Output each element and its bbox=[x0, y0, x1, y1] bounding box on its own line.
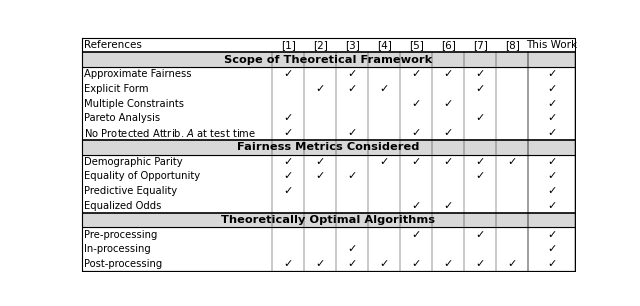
Text: ✓: ✓ bbox=[348, 244, 357, 254]
Text: ✓: ✓ bbox=[547, 84, 556, 94]
Text: ✓: ✓ bbox=[476, 113, 485, 123]
Text: Equality of Opportunity: Equality of Opportunity bbox=[84, 171, 200, 181]
Text: Theoretically Optimal Algorithms: Theoretically Optimal Algorithms bbox=[221, 215, 435, 225]
Text: ✓: ✓ bbox=[316, 84, 325, 94]
Text: This Work: This Work bbox=[526, 40, 577, 50]
Text: ✓: ✓ bbox=[412, 99, 421, 109]
Text: [8]: [8] bbox=[505, 40, 520, 50]
Text: ✓: ✓ bbox=[547, 171, 556, 181]
Text: In-processing: In-processing bbox=[84, 244, 151, 254]
Text: Pareto Analysis: Pareto Analysis bbox=[84, 113, 161, 123]
Text: Pre-processing: Pre-processing bbox=[84, 230, 158, 240]
Text: Multiple Constraints: Multiple Constraints bbox=[84, 99, 184, 109]
Text: Post-processing: Post-processing bbox=[84, 259, 163, 269]
Text: [4]: [4] bbox=[377, 40, 392, 50]
Text: Demographic Parity: Demographic Parity bbox=[84, 157, 183, 167]
Text: ✓: ✓ bbox=[444, 259, 453, 269]
Text: ✓: ✓ bbox=[547, 230, 556, 240]
Bar bbox=[83, 52, 575, 67]
Text: ✓: ✓ bbox=[348, 259, 357, 269]
Text: [3]: [3] bbox=[345, 40, 360, 50]
Text: ✓: ✓ bbox=[508, 259, 517, 269]
Text: ✓: ✓ bbox=[412, 157, 421, 167]
Text: ✓: ✓ bbox=[547, 186, 556, 196]
Text: ✓: ✓ bbox=[547, 259, 556, 269]
Text: [2]: [2] bbox=[313, 40, 328, 50]
Text: Fairness Metrics Considered: Fairness Metrics Considered bbox=[237, 142, 419, 152]
Text: Predictive Equality: Predictive Equality bbox=[84, 186, 177, 196]
Text: ✓: ✓ bbox=[316, 171, 325, 181]
Text: ✓: ✓ bbox=[547, 157, 556, 167]
Text: ✓: ✓ bbox=[547, 244, 556, 254]
Text: ✓: ✓ bbox=[284, 259, 292, 269]
Text: ✓: ✓ bbox=[444, 69, 453, 79]
Bar bbox=[83, 140, 575, 155]
Text: Explicit Form: Explicit Form bbox=[84, 84, 149, 94]
Text: ✓: ✓ bbox=[380, 259, 389, 269]
Text: ✓: ✓ bbox=[547, 69, 556, 79]
Text: Approximate Fairness: Approximate Fairness bbox=[84, 69, 192, 79]
Text: ✓: ✓ bbox=[547, 99, 556, 109]
Text: ✓: ✓ bbox=[284, 171, 292, 181]
Text: ✓: ✓ bbox=[284, 186, 292, 196]
Text: ✓: ✓ bbox=[476, 84, 485, 94]
Text: ✓: ✓ bbox=[316, 157, 325, 167]
Text: ✓: ✓ bbox=[444, 99, 453, 109]
Text: ✓: ✓ bbox=[547, 200, 556, 211]
Text: ✓: ✓ bbox=[476, 230, 485, 240]
Text: ✓: ✓ bbox=[476, 171, 485, 181]
Text: ✓: ✓ bbox=[508, 157, 517, 167]
Text: References: References bbox=[84, 40, 142, 50]
Text: [7]: [7] bbox=[473, 40, 488, 50]
Text: ✓: ✓ bbox=[476, 157, 485, 167]
Text: ✓: ✓ bbox=[284, 157, 292, 167]
Text: ✓: ✓ bbox=[547, 128, 556, 138]
Text: ✓: ✓ bbox=[348, 84, 357, 94]
Text: ✓: ✓ bbox=[444, 157, 453, 167]
Text: [5]: [5] bbox=[409, 40, 424, 50]
Text: [1]: [1] bbox=[281, 40, 296, 50]
Text: ✓: ✓ bbox=[380, 84, 389, 94]
Text: ✓: ✓ bbox=[476, 69, 485, 79]
Text: No Protected Attrib. $A$ at test time: No Protected Attrib. $A$ at test time bbox=[84, 127, 257, 139]
Text: ✓: ✓ bbox=[444, 200, 453, 211]
Text: ✓: ✓ bbox=[412, 200, 421, 211]
Text: ✓: ✓ bbox=[476, 259, 485, 269]
Text: ✓: ✓ bbox=[284, 113, 292, 123]
Text: ✓: ✓ bbox=[380, 157, 389, 167]
Text: ✓: ✓ bbox=[547, 113, 556, 123]
Text: ✓: ✓ bbox=[284, 69, 292, 79]
Text: ✓: ✓ bbox=[284, 128, 292, 138]
Text: ✓: ✓ bbox=[348, 171, 357, 181]
Text: [6]: [6] bbox=[441, 40, 456, 50]
Text: Equalized Odds: Equalized Odds bbox=[84, 200, 162, 211]
Text: ✓: ✓ bbox=[348, 69, 357, 79]
Text: ✓: ✓ bbox=[316, 259, 325, 269]
Text: ✓: ✓ bbox=[412, 128, 421, 138]
Text: Scope of Theoretical Framework: Scope of Theoretical Framework bbox=[224, 55, 432, 65]
Text: ✓: ✓ bbox=[412, 230, 421, 240]
Text: ✓: ✓ bbox=[412, 259, 421, 269]
Text: ✓: ✓ bbox=[412, 69, 421, 79]
Text: ✓: ✓ bbox=[348, 128, 357, 138]
Bar bbox=[83, 213, 575, 227]
Text: ✓: ✓ bbox=[444, 128, 453, 138]
